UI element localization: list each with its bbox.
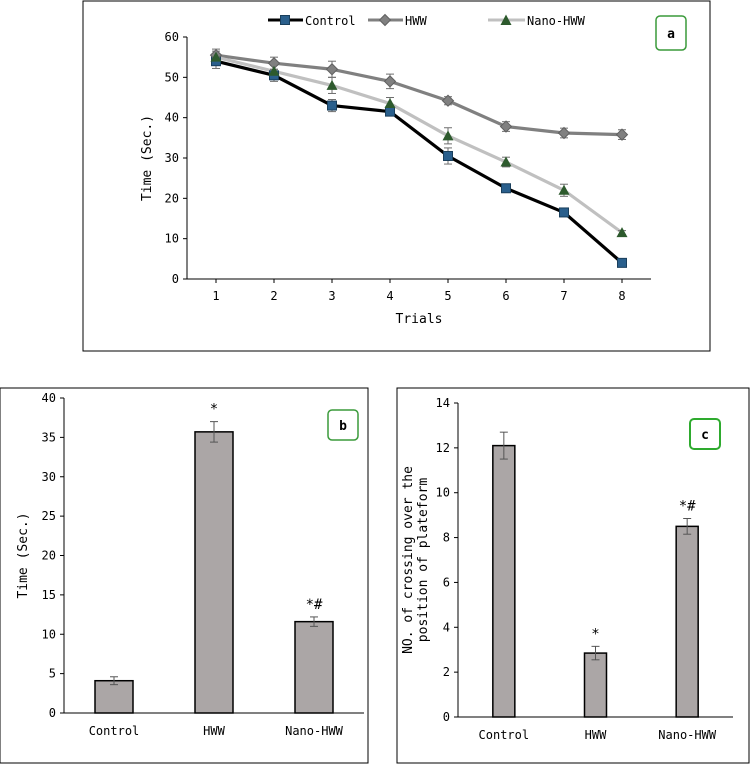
y-tick-label: 35 [42,430,56,444]
x-tick-label: 2 [270,289,277,303]
x-tick-label: 1 [212,289,219,303]
y-tick-label: 4 [443,620,450,634]
x-tick-label: 6 [502,289,509,303]
y-axis-title: Time (Sec.) [16,512,31,598]
bar-control [94,679,134,714]
data-point-hww [325,63,339,76]
legend-label-hww: HWW [405,14,427,28]
y-axis-title: Time (Sec.) [140,115,155,201]
panel-a-tag-box [655,15,687,51]
chart-panel-a: Control HWW Nano-HWW a 0 10 20 30 40 50 60 1 2 3 4… [82,0,711,352]
y-tick-label: 0 [49,706,56,720]
y-axis-title: NO. of crossing over theposition of plat… [401,466,431,654]
x-tick-label: 7 [560,289,567,303]
x-axis-title: Trials [396,312,443,327]
panel-b-tag: b [339,419,347,434]
significance-label: *# [679,499,696,515]
chart-panel-b: b 0 5 10 15 20 25 30 35 40 Control HWW * Nano-HWW *# T… [0,387,369,764]
data-point-nano-hww [326,79,338,90]
data-point-nano-hww [558,184,570,195]
bar-control [492,444,516,718]
x-tick-label: Nano-HWW [658,728,717,742]
y-axis-title-line: position of plateform [416,478,431,643]
data-point-control [501,183,511,194]
y-tick-label: 6 [443,575,450,589]
y-tick-label: 30 [165,151,179,165]
x-tick-label: 5 [444,289,451,303]
panel-b-tag-box [327,409,359,441]
y-tick-label: 0 [443,710,450,724]
data-point-control [559,207,569,218]
data-point-nano-hww [442,130,454,141]
y-tick-label: 40 [165,111,179,125]
significance-label: *# [306,597,323,613]
bar-nano-hww [675,525,699,718]
y-tick-label: 40 [42,391,56,405]
panel-b-frame [0,387,369,764]
y-tick-label: 20 [42,549,56,563]
panel-a-tag: a [667,27,675,42]
x-tick-label: 8 [618,289,625,303]
y-tick-label: 10 [42,627,56,641]
y-axis-title-line: NO. of crossing over the [401,466,416,654]
chart-panel-c: c 0 2 4 6 8 10 12 14 Control HWW * Nano-HWW *# NO. of… [396,387,750,764]
data-point-control [327,100,337,111]
legend-marker-hww [378,13,392,27]
y-tick-label: 15 [42,588,56,602]
x-tick-label: Nano-HWW [285,724,344,738]
y-tick-label: 2 [443,665,450,679]
x-tick-label: Control [479,728,530,742]
panel-c-tag: c [701,428,709,443]
data-point-nano-hww [210,51,222,62]
legend-marker-nano-hww [500,14,512,25]
series-line-nano-hww [215,55,623,234]
data-point-hww [615,128,629,141]
series-line-hww [215,53,623,137]
panel-a-frame [82,0,711,352]
y-tick-label: 12 [436,441,450,455]
y-tick-label: 20 [165,191,179,205]
data-point-hww [441,94,455,107]
y-tick-label: 10 [436,486,450,500]
y-tick-label: 14 [436,396,450,410]
data-point-nano-hww [500,156,512,167]
x-tick-label: 4 [386,289,393,303]
significance-label: * [210,402,218,418]
legend-marker-control [280,15,290,25]
data-point-nano-hww [268,65,280,76]
data-point-hww [383,75,397,88]
bar-hww [583,652,608,718]
panel-c-frame [396,387,750,764]
significance-label: * [591,626,599,642]
data-point-nano-hww [384,98,396,109]
data-point-control [385,106,395,117]
x-tick-label: HWW [585,728,607,742]
legend-label-nano-hww: Nano-HWW [527,14,586,28]
y-tick-label: 5 [49,667,56,681]
data-point-hww [557,126,571,140]
bar-hww [194,431,234,714]
panel-c-tag-box [689,418,721,450]
data-point-hww [499,120,513,133]
x-tick-label: HWW [203,724,225,738]
data-point-nano-hww [616,227,628,238]
series-line-control [215,59,624,265]
y-tick-label: 25 [42,509,56,523]
data-point-control [617,257,627,268]
legend: Control HWW Nano-HWW [268,13,586,28]
y-tick-label: 0 [172,272,179,286]
bar-nano-hww [294,620,334,714]
y-tick-label: 60 [165,30,179,44]
y-tick-label: 30 [42,470,56,484]
y-tick-label: 50 [165,70,179,84]
y-tick-label: 10 [165,232,179,246]
y-tick-label: 8 [443,531,450,545]
x-tick-label: Control [89,724,140,738]
data-point-control [443,150,453,161]
x-tick-label: 3 [328,289,335,303]
legend-label-control: Control [305,14,356,28]
